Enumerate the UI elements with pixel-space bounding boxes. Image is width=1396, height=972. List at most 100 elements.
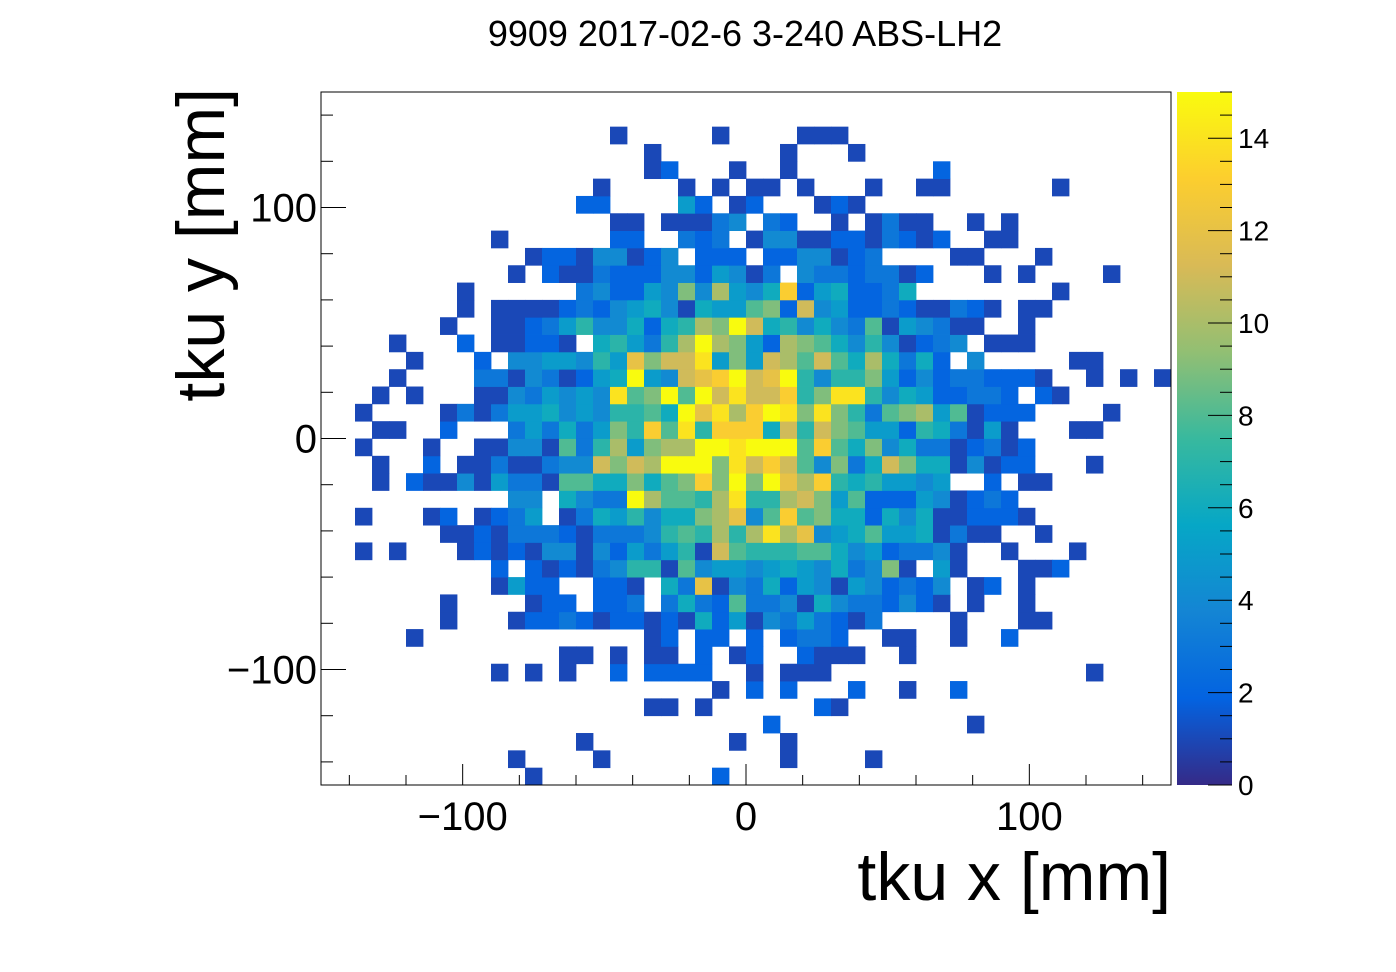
- heatmap-cell: [525, 334, 543, 353]
- heatmap-cell: [729, 334, 747, 353]
- heatmap-cell: [746, 265, 764, 283]
- heatmap-cell: [933, 421, 951, 439]
- heatmap-cell: [848, 438, 866, 457]
- heatmap-cell: [491, 507, 509, 526]
- heatmap-cell: [831, 351, 849, 370]
- heatmap-cell: [746, 178, 764, 197]
- heatmap-cell: [695, 247, 713, 266]
- heatmap-cell: [559, 646, 577, 665]
- heatmap-cell: [797, 421, 815, 439]
- heatmap-cell: [865, 525, 883, 543]
- heatmap-cell: [797, 525, 815, 543]
- heatmap-cell: [1018, 473, 1036, 491]
- heatmap-cell: [593, 542, 611, 561]
- heatmap-cell: [559, 421, 577, 439]
- heatmap-cell: [950, 438, 968, 457]
- heatmap-cell: [746, 230, 764, 249]
- heatmap-cell: [474, 369, 492, 387]
- heatmap-cell: [916, 438, 934, 457]
- heatmap-cell: [814, 317, 832, 335]
- heatmap-cell: [865, 438, 883, 457]
- heatmap-cell: [508, 351, 526, 370]
- heatmap-cell: [1018, 611, 1036, 630]
- heatmap-cell: [1103, 265, 1121, 283]
- heatmap-cell: [355, 438, 373, 457]
- heatmap-cell: [831, 126, 849, 145]
- heatmap-cell: [984, 525, 1002, 543]
- heatmap-cell: [848, 611, 866, 630]
- heatmap-cell: [678, 265, 696, 283]
- heatmap-cell: [695, 542, 713, 561]
- heatmap-cell: [355, 542, 373, 561]
- heatmap-cell: [525, 317, 543, 335]
- heatmap-cell: [967, 715, 985, 734]
- heatmap-cell: [1069, 542, 1087, 561]
- heatmap-cell: [525, 594, 543, 613]
- heatmap-cell: [729, 195, 747, 214]
- heatmap-cell: [763, 247, 781, 266]
- heatmap-cell: [763, 334, 781, 353]
- heatmap-cell: [644, 247, 662, 266]
- heatmap-cell: [984, 490, 1002, 509]
- heatmap-cell: [882, 507, 900, 526]
- heatmap-cell: [729, 282, 747, 301]
- heatmap-cell: [542, 542, 560, 561]
- heatmap-cell: [814, 594, 832, 613]
- heatmap-cell: [899, 507, 917, 526]
- heatmap-cell: [950, 507, 968, 526]
- heatmap-cell: [882, 386, 900, 405]
- heatmap-cell: [372, 473, 390, 491]
- heatmap-cell: [627, 490, 645, 509]
- heatmap-cell: [831, 265, 849, 283]
- heatmap-cell: [1035, 473, 1053, 491]
- heatmap-cell: [916, 230, 934, 249]
- heatmap-cell: [661, 525, 679, 543]
- heatmap-cell: [848, 559, 866, 578]
- heatmap-cell: [559, 403, 577, 422]
- heatmap-cell: [610, 507, 628, 526]
- heatmap-cell: [627, 455, 645, 474]
- heatmap-cell: [627, 213, 645, 231]
- heatmap-cell: [695, 594, 713, 613]
- heatmap-cell: [882, 455, 900, 474]
- heatmap-cell: [661, 646, 679, 665]
- heatmap-cell: [916, 334, 934, 353]
- heatmap-cell: [746, 507, 764, 526]
- heatmap-cell: [644, 317, 662, 335]
- heatmap-cell: [729, 317, 747, 335]
- heatmap-cell: [848, 334, 866, 353]
- heatmap-cell: [899, 386, 917, 405]
- heatmap-cell: [780, 282, 798, 301]
- heatmap-cell: [542, 386, 560, 405]
- heatmap-cell: [559, 369, 577, 387]
- heatmap-cell: [933, 594, 951, 613]
- heatmap-cell: [610, 317, 628, 335]
- heatmap-cell: [678, 282, 696, 301]
- heatmap-cell: [746, 681, 764, 699]
- heatmap-cell: [559, 351, 577, 370]
- heatmap-cell: [406, 386, 424, 405]
- heatmap-cell: [950, 681, 968, 699]
- heatmap-cell: [542, 247, 560, 266]
- heatmap-cell: [797, 265, 815, 283]
- heatmap-cell: [1052, 386, 1070, 405]
- heatmap-cell: [423, 438, 441, 457]
- heatmap-cell: [678, 473, 696, 491]
- heatmap-cell: [712, 559, 730, 578]
- heatmap-cell: [916, 213, 934, 231]
- heatmap-cell: [644, 611, 662, 630]
- heatmap-cell: [899, 629, 917, 647]
- heatmap-cell: [780, 594, 798, 613]
- heatmap-cell: [848, 351, 866, 370]
- heatmap-cell: [593, 178, 611, 197]
- heatmap-cell: [508, 525, 526, 543]
- heatmap-cell: [610, 473, 628, 491]
- colorbar-tick-label: 2: [1238, 678, 1254, 709]
- heatmap-cell: [831, 698, 849, 717]
- heatmap-cell: [678, 351, 696, 370]
- heatmap-cell: [508, 386, 526, 405]
- heatmap-cell: [525, 767, 543, 786]
- heatmap-cell: [899, 646, 917, 665]
- heatmap-cell: [678, 230, 696, 249]
- heatmap-cell: [491, 317, 509, 335]
